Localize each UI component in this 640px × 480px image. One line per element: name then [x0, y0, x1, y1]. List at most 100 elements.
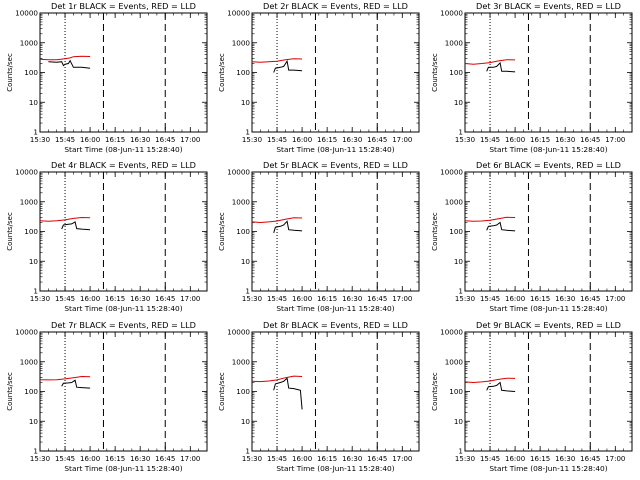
x-tick-label: 16:15	[317, 295, 337, 303]
x-tick-label: 17:00	[605, 136, 625, 144]
panel-det-4: Det 4r BLACK = Events, RED = LLD Counts/s…	[6, 160, 208, 313]
y-axis-label: Counts/sec	[218, 212, 226, 251]
y-tick-label: 10	[454, 98, 464, 107]
x-tick-label: 16:15	[530, 295, 550, 303]
x-tick-label: 15:30	[242, 136, 262, 144]
panel-det-6: Det 6r BLACK = Events, RED = LLD Counts/s…	[431, 160, 633, 313]
y-tick-label: 10000	[227, 328, 250, 337]
y-tick-label: 1000	[232, 197, 251, 206]
y-tick-label: 1	[458, 447, 463, 456]
y-tick-label: 1	[33, 128, 38, 137]
y-tick-label: 1000	[20, 197, 39, 206]
y-axis-label: Counts/sec	[6, 372, 14, 411]
x-axis-label: Start Time (08-Jun-11 15:28:40)	[64, 464, 182, 473]
x-tick-label: 17:00	[180, 455, 200, 463]
x-axis-label: Start Time (08-Jun-11 15:28:40)	[276, 304, 394, 313]
x-tick-label: 16:30	[130, 136, 150, 144]
x-tick-label: 17:00	[605, 295, 625, 303]
x-tick-label: 16:30	[555, 455, 575, 463]
x-tick-label: 16:45	[367, 455, 387, 463]
x-tick-label: 16:15	[530, 136, 550, 144]
series-line-lld	[251, 217, 303, 224]
y-tick-label: 10000	[15, 9, 38, 18]
y-axis-label: Counts/sec	[431, 212, 439, 251]
x-tick-label: 16:30	[555, 295, 575, 303]
panel-title: Det 1r BLACK = Events, RED = LLD	[51, 1, 196, 11]
x-tick-label: 16:00	[80, 455, 100, 463]
y-axis-label: Counts/sec	[218, 53, 226, 92]
series-line-lld	[39, 375, 91, 381]
x-axis-label: Start Time (08-Jun-11 15:28:40)	[64, 304, 182, 313]
x-axis-label: Start Time (08-Jun-11 15:28:40)	[489, 464, 607, 473]
series-line-events	[486, 61, 516, 73]
x-tick-label: 16:45	[580, 455, 600, 463]
x-tick-label: 16:00	[80, 136, 100, 144]
series-line-lld	[39, 216, 91, 222]
y-tick-label: 1000	[445, 357, 464, 366]
x-tick-label: 16:15	[105, 295, 125, 303]
plot-frame	[39, 12, 208, 133]
panel-title: Det 2r BLACK = Events, RED = LLD	[263, 1, 408, 11]
x-tick-label: 15:30	[30, 295, 50, 303]
plot-frame	[251, 171, 420, 292]
y-tick-label: 1000	[232, 357, 251, 366]
y-tick-label: 1	[245, 447, 250, 456]
y-tick-label: 10000	[440, 328, 463, 337]
series-line-lld	[464, 216, 516, 222]
x-tick-label: 16:45	[155, 455, 175, 463]
x-tick-label: 15:45	[55, 455, 75, 463]
y-tick-label: 10	[241, 417, 251, 426]
x-tick-label: 16:30	[342, 455, 362, 463]
x-tick-label: 15:30	[242, 455, 262, 463]
panel-det-2: Det 2r BLACK = Events, RED = LLD Counts/s…	[218, 1, 420, 154]
x-tick-label: 16:00	[80, 295, 100, 303]
y-axis-label: Counts/sec	[6, 53, 14, 92]
plot-frame	[251, 12, 420, 133]
panel-det-9: Det 9r BLACK = Events, RED = LLD Counts/s…	[431, 320, 633, 473]
y-tick-label: 1	[33, 287, 38, 296]
plot-frame	[39, 331, 208, 452]
plot-frame	[464, 171, 633, 292]
x-tick-label: 16:45	[367, 136, 387, 144]
x-tick-label: 15:30	[30, 136, 50, 144]
x-tick-label: 17:00	[392, 136, 412, 144]
x-tick-label: 16:45	[580, 295, 600, 303]
x-tick-label: 17:00	[605, 455, 625, 463]
panel-det-5: Det 5r BLACK = Events, RED = LLD Counts/s…	[218, 160, 420, 313]
series-line-events	[48, 59, 91, 69]
x-tick-label: 16:30	[130, 455, 150, 463]
y-tick-label: 1000	[20, 357, 39, 366]
series-line-events	[486, 221, 516, 232]
plot-frame	[251, 331, 420, 452]
series-line-events	[273, 377, 303, 410]
x-tick-label: 15:30	[455, 455, 475, 463]
y-tick-label: 10	[454, 257, 464, 266]
plot-frame	[464, 331, 633, 452]
y-tick-label: 10000	[440, 168, 463, 177]
x-tick-label: 15:30	[242, 295, 262, 303]
x-tick-label: 15:45	[480, 455, 500, 463]
y-tick-label: 1	[245, 128, 250, 137]
x-axis-label: Start Time (08-Jun-11 15:28:40)	[489, 145, 607, 154]
y-tick-label: 100	[236, 387, 250, 396]
y-tick-label: 1000	[445, 38, 464, 47]
x-tick-label: 16:15	[105, 136, 125, 144]
y-tick-label: 1000	[232, 38, 251, 47]
panel-det-1: Det 1r BLACK = Events, RED = LLD Counts/s…	[6, 1, 208, 154]
y-tick-label: 1	[458, 128, 463, 137]
panel-det-3: Det 3r BLACK = Events, RED = LLD Counts/s…	[431, 1, 633, 154]
series-line-lld	[464, 59, 516, 65]
x-tick-label: 16:15	[317, 136, 337, 144]
panel-title: Det 3r BLACK = Events, RED = LLD	[476, 1, 621, 11]
x-tick-label: 17:00	[392, 455, 412, 463]
y-tick-label: 100	[24, 68, 38, 77]
x-tick-label: 16:30	[342, 295, 362, 303]
y-axis-label: Counts/sec	[431, 53, 439, 92]
x-axis-label: Start Time (08-Jun-11 15:28:40)	[276, 464, 394, 473]
x-tick-label: 15:45	[267, 295, 287, 303]
x-axis-label: Start Time (08-Jun-11 15:28:40)	[64, 145, 182, 154]
series-line-lld	[251, 58, 303, 63]
y-tick-label: 10000	[15, 168, 38, 177]
y-tick-label: 1	[458, 287, 463, 296]
